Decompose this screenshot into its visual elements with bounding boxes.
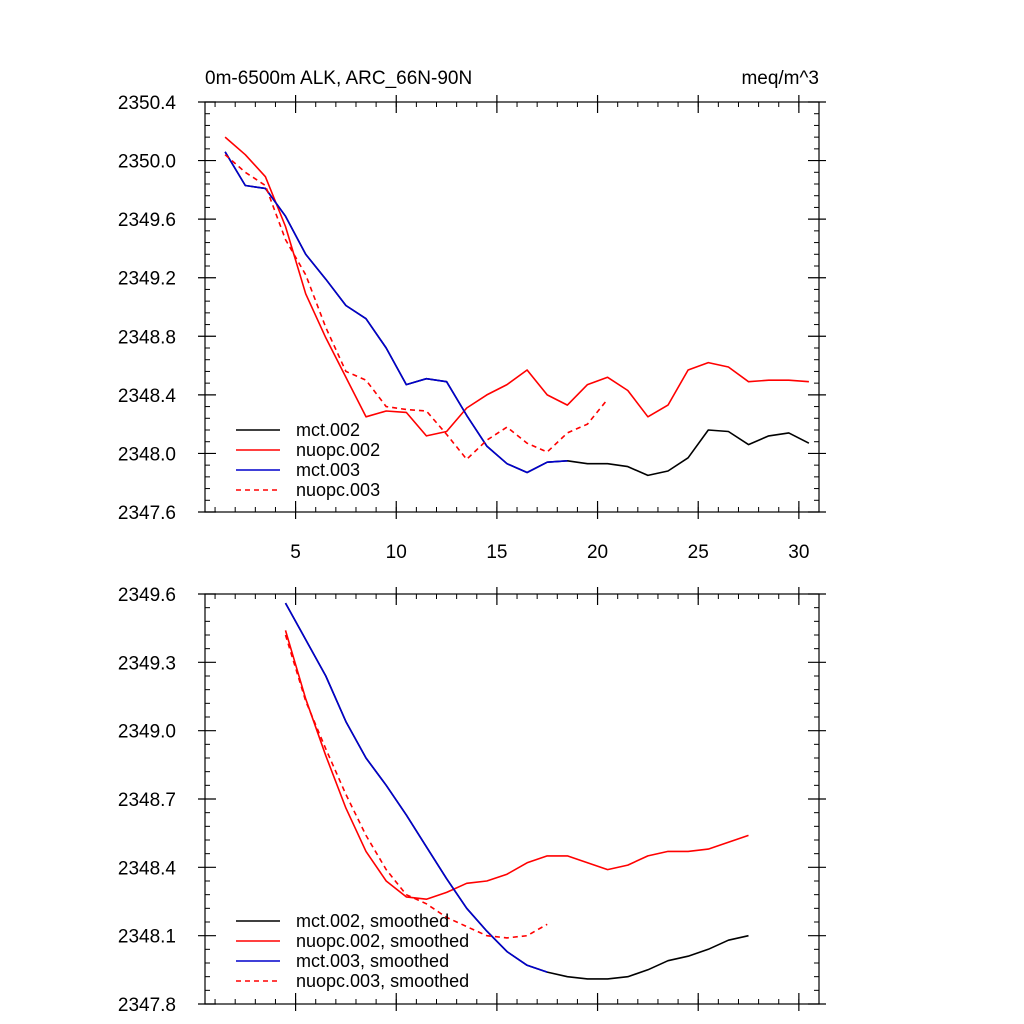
bottom-legend-label: nuopc.002, smoothed — [296, 931, 469, 951]
bottom-y-tick-label: 2349.6 — [118, 585, 176, 606]
top-y-tick-label: 2350.0 — [118, 152, 176, 173]
top-y-tick-label: 2349.2 — [118, 269, 176, 290]
top-chart-title: 0m-6500m ALK, ARC_66N-90N — [205, 68, 472, 89]
bottom-series-line-nuopc-003-smoothed — [284, 634, 548, 939]
top-y-tick-label: 2350.4 — [118, 93, 177, 114]
top-x-tick-label: 5 — [290, 542, 301, 563]
bottom-legend-label: nuopc.003, smoothed — [296, 971, 469, 991]
top-x-tick-label: 20 — [587, 542, 608, 563]
top-x-tick-label: 15 — [486, 542, 507, 563]
bottom-ticks: 2347.8 2348.1 2348.4 2348.7 2349.0 2349.3 2349… — [118, 585, 826, 1016]
top-y-tick-label: 2349.6 — [118, 210, 176, 231]
bottom-legend-label: mct.003, smoothed — [296, 951, 449, 971]
top-legend-label: nuopc.003 — [296, 480, 380, 500]
top-x-tick-label: 10 — [386, 542, 407, 563]
top-panel: 0m-6500m ALK, ARC_66N-90N meq/m^3 5 10 15 2… — [118, 68, 826, 563]
bottom-y-tick-label: 2348.7 — [118, 790, 176, 811]
top-series-lines — [224, 136, 810, 477]
bottom-series-line-mct-003-smoothed — [284, 602, 548, 973]
bottom-panel: 2347.8 2348.1 2348.4 2348.7 2349.0 2349.3 2349… — [118, 585, 826, 1016]
bottom-legend-label: mct.002, smoothed — [296, 911, 449, 931]
top-plot-frame — [204, 101, 820, 513]
top-series-line-nuopc-003 — [224, 154, 609, 461]
bottom-series-lines — [284, 602, 749, 980]
bottom-y-tick-label: 2348.1 — [118, 927, 176, 948]
top-y-tick-label: 2348.0 — [118, 444, 176, 465]
bottom-series-line-nuopc-002-smoothed — [284, 630, 749, 901]
top-series-line-mct-003 — [224, 151, 568, 474]
top-chart-units: meq/m^3 — [741, 68, 819, 89]
top-y-tick-label: 2348.4 — [118, 386, 177, 407]
bottom-y-tick-label: 2348.4 — [118, 858, 177, 879]
top-y-tick-label: 2347.6 — [118, 503, 176, 524]
top-series-line-nuopc-002 — [224, 136, 809, 437]
bottom-y-tick-label: 2347.8 — [118, 995, 176, 1016]
bottom-y-tick-label: 2349.0 — [118, 722, 176, 743]
top-x-tick-label: 25 — [688, 542, 709, 563]
bottom-y-tick-label: 2349.3 — [118, 653, 176, 674]
top-y-tick-label: 2348.8 — [118, 327, 176, 348]
top-ticks: 5 10 15 20 25 30 2347.6 2348.0 2348.4 2348.8 2349.… — [118, 93, 826, 563]
top-legend-label: mct.002 — [296, 420, 360, 440]
top-x-tick-label: 30 — [788, 542, 809, 563]
top-legend-label: mct.003 — [296, 460, 360, 480]
top-legend-label: nuopc.002 — [296, 440, 380, 460]
